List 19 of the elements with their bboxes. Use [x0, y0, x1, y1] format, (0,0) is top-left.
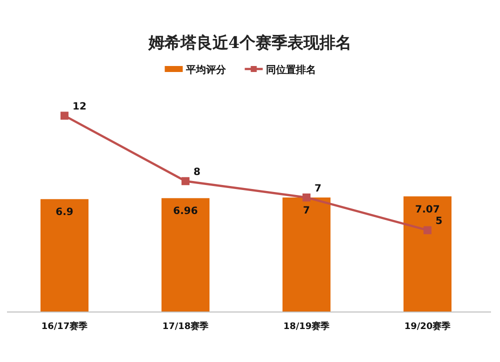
- data-label: 7: [314, 183, 322, 194]
- legend-label: 同位置排名: [266, 64, 316, 76]
- data-label: 5: [436, 216, 442, 228]
- x-tick-label: 16/17赛季: [41, 321, 89, 332]
- data-label: 6.9: [56, 207, 74, 218]
- x-tick-label: 19/20赛季: [404, 321, 452, 332]
- legend-label: 平均评分: [184, 64, 227, 76]
- point: [182, 177, 190, 186]
- point: [60, 112, 68, 120]
- x-tick-label: 18/19赛季: [283, 321, 331, 332]
- data-label: 7: [303, 205, 310, 216]
- data-label: 7.07: [415, 204, 440, 216]
- data-label: 8: [194, 167, 200, 178]
- point: [424, 226, 432, 234]
- point: [302, 193, 310, 202]
- x-tick-label: 17/18赛季: [162, 321, 210, 332]
- data-label: 12: [72, 102, 86, 113]
- chart-title: 姆希塔良近4个赛季表现排名: [147, 33, 352, 52]
- data-label: 6.96: [173, 206, 198, 218]
